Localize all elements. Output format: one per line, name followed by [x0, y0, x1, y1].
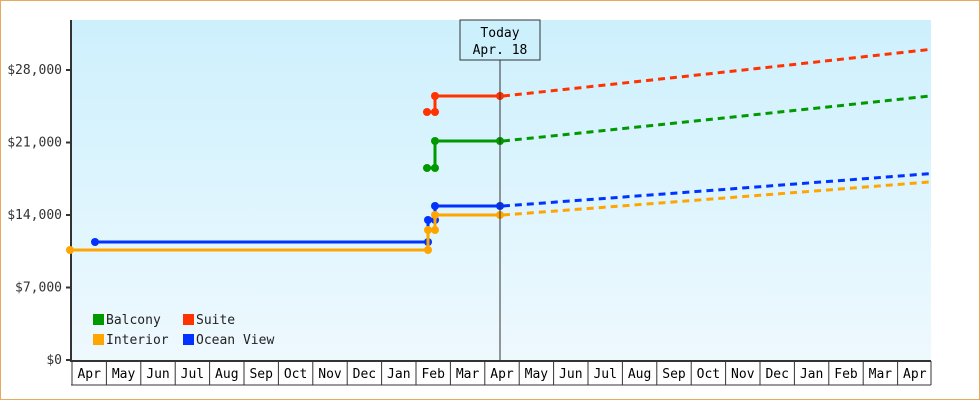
- x-tick-label: Nov: [318, 367, 342, 382]
- legend-swatch: [183, 314, 194, 325]
- x-tick-label: Jan: [800, 367, 823, 382]
- series-lines: [66, 47, 932, 254]
- data-point[interactable]: [431, 202, 439, 210]
- y-axis: $0 $7,000 $14,000 $21,000 $28,000: [7, 20, 72, 368]
- x-tick-label: Mar: [869, 367, 893, 382]
- x-tick-label: Nov: [731, 367, 755, 382]
- x-tick-label: Jan: [387, 367, 410, 382]
- data-point[interactable]: [431, 92, 439, 100]
- x-tick-label: Apr: [903, 367, 927, 382]
- x-tick-label: Feb: [421, 367, 445, 382]
- data-point[interactable]: [431, 108, 439, 116]
- x-tick-label: Oct: [697, 367, 720, 382]
- y-tick-label: $14,000: [7, 208, 62, 223]
- x-tick-label: Feb: [834, 367, 858, 382]
- y-tick-label: $0: [46, 353, 62, 368]
- x-tick-label: Apr: [490, 367, 514, 382]
- projection-line: [502, 172, 932, 208]
- data-point[interactable]: [431, 137, 439, 145]
- data-point[interactable]: [431, 164, 439, 172]
- x-tick-label: Dec: [353, 367, 376, 382]
- legend-label: Ocean View: [196, 333, 274, 348]
- data-point[interactable]: [431, 226, 439, 234]
- legend-label: Suite: [196, 313, 235, 328]
- x-tick-label: Dec: [765, 367, 788, 382]
- x-tick-label: May: [525, 367, 549, 382]
- projection-line: [502, 94, 932, 143]
- data-point[interactable]: [423, 108, 431, 116]
- projection-line: [502, 180, 932, 217]
- legend-swatch: [93, 334, 104, 345]
- plot-area: [72, 20, 931, 360]
- projection-line: [502, 47, 932, 98]
- data-point[interactable]: [431, 211, 439, 219]
- data-point[interactable]: [424, 216, 432, 224]
- legend-swatch: [93, 314, 104, 325]
- x-tick-label: Jun: [146, 367, 169, 382]
- legend: Balcony Suite Interior Ocean View: [93, 313, 274, 348]
- x-tick-label: Jul: [593, 367, 616, 382]
- today-marker: Today Apr. 18: [459, 19, 541, 361]
- today-date: Apr. 18: [473, 43, 528, 58]
- x-tick-label: Aug: [215, 367, 238, 382]
- x-tick-label: Mar: [456, 367, 480, 382]
- x-tick-label: Jul: [181, 367, 204, 382]
- data-point[interactable]: [91, 238, 99, 246]
- data-point[interactable]: [424, 226, 432, 234]
- x-tick-label: Aug: [628, 367, 651, 382]
- y-tick-label: $21,000: [7, 136, 62, 151]
- x-tick-label: Sep: [249, 367, 273, 382]
- data-point[interactable]: [423, 164, 431, 172]
- x-tick-label: Sep: [662, 367, 686, 382]
- x-tick-label: May: [112, 367, 136, 382]
- x-tick-label: Jun: [559, 367, 582, 382]
- legend-label: Interior: [106, 333, 169, 348]
- y-tick-label: $28,000: [7, 63, 62, 78]
- data-point[interactable]: [424, 246, 432, 254]
- x-axis: Apr May Jun Jul Aug Sep Oct Nov Dec Jan Feb Mar Apr M…: [71, 360, 932, 386]
- legend-swatch: [183, 334, 194, 345]
- y-tick-label: $7,000: [15, 281, 62, 296]
- today-label: Today: [480, 26, 519, 41]
- legend-label: Balcony: [106, 313, 161, 328]
- data-point[interactable]: [66, 246, 74, 254]
- x-tick-label: Apr: [77, 367, 101, 382]
- x-tick-label: Oct: [284, 367, 307, 382]
